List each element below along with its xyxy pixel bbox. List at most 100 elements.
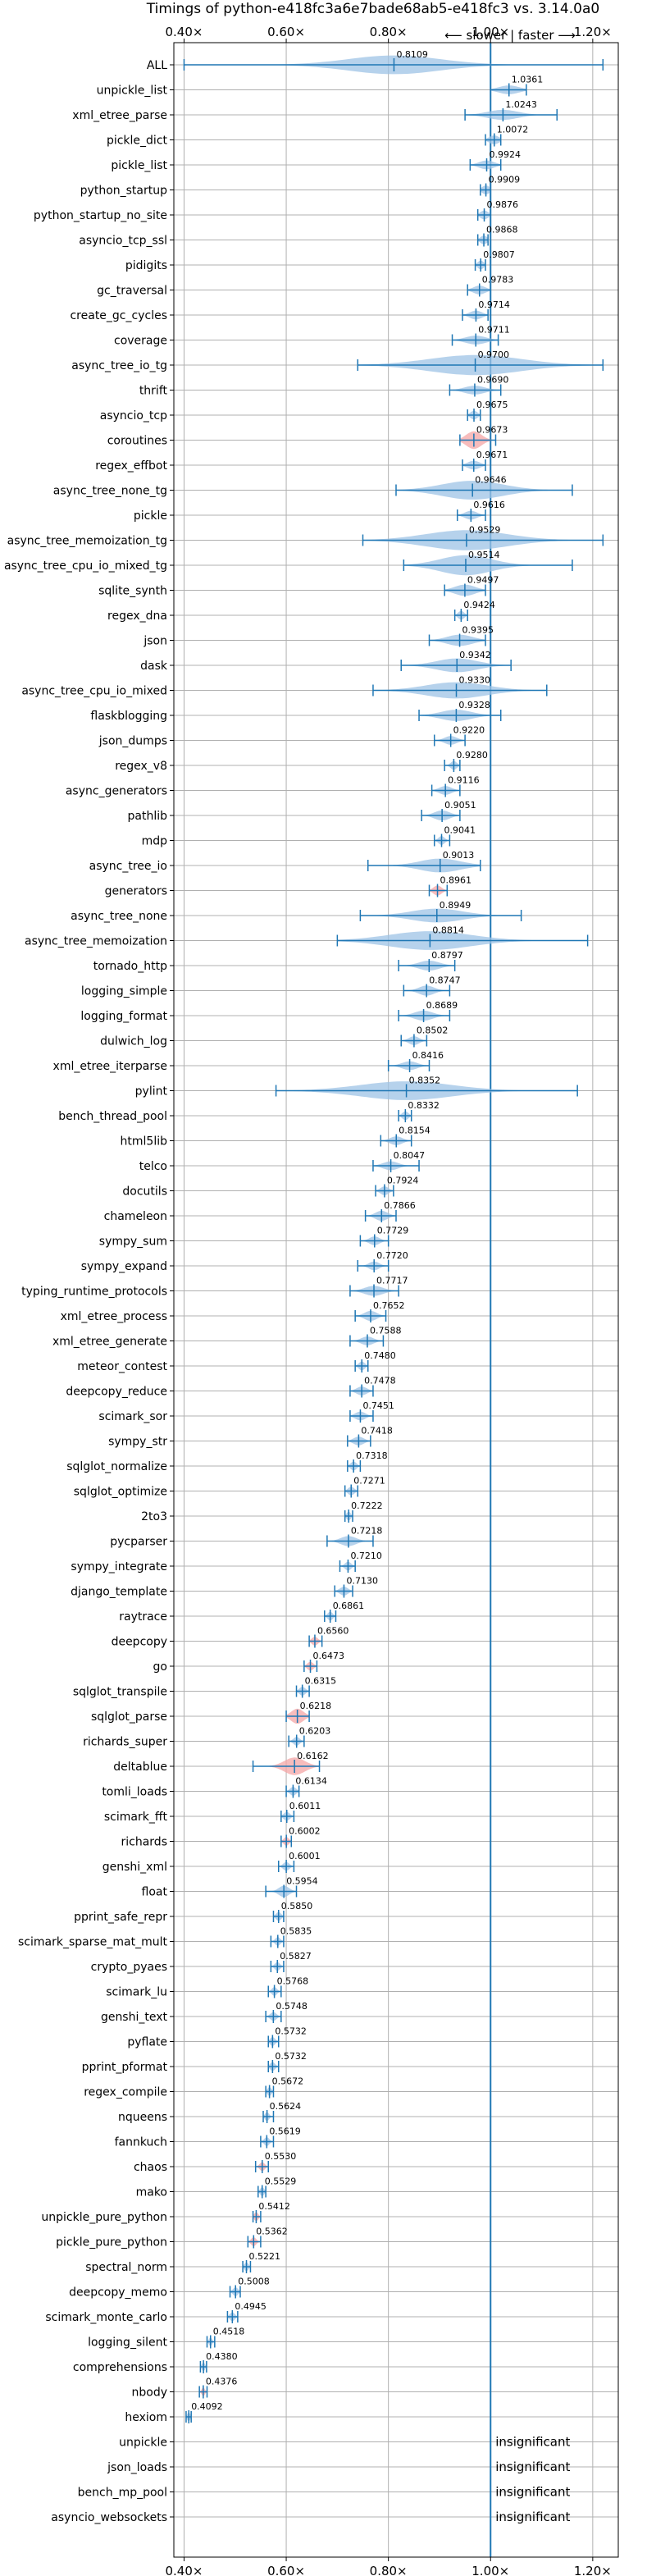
value-label: 0.5362	[256, 2227, 288, 2237]
benchmark-label: pycparser	[110, 1536, 167, 1549]
benchmark-label: logging_format	[80, 1010, 167, 1023]
benchmark-label: tornado_http	[93, 960, 167, 973]
value-label: 0.8416	[412, 1050, 444, 1061]
benchmark-label: hexiom	[125, 2411, 167, 2424]
benchmark-label: unpickle_list	[97, 84, 168, 98]
value-label: 0.6315	[305, 1676, 337, 1687]
benchmark-label: go	[153, 1660, 167, 1674]
value-label: 0.9220	[453, 725, 485, 736]
value-label: 0.5827	[280, 1951, 312, 1962]
benchmark-label: genshi_xml	[102, 1861, 167, 1874]
value-label: 0.7218	[351, 1526, 383, 1537]
benchmark-label: sqlite_synth	[98, 585, 167, 598]
value-label: 0.7222	[351, 1500, 383, 1511]
benchmark-label: pprint_pformat	[82, 2061, 168, 2074]
value-label: 0.9424	[463, 600, 495, 610]
benchmark-label: async_tree_memoization	[25, 935, 167, 948]
benchmark-label: 2to3	[141, 1510, 167, 1523]
benchmark-label: scimark_lu	[106, 1986, 167, 1999]
benchmark-label: json	[143, 635, 167, 648]
value-label: 0.8949	[440, 900, 472, 911]
value-label: 0.9330	[459, 675, 491, 686]
x-tick-label-bottom: 0.60×	[267, 2564, 305, 2576]
benchmark-label: scimark_fft	[104, 1811, 168, 1824]
value-label: 0.7451	[362, 1400, 394, 1411]
value-label: 0.9514	[468, 550, 500, 560]
benchmark-label: xml_etree_generate	[52, 1336, 167, 1349]
benchmark-label: float	[142, 1886, 168, 1899]
benchmark-label: regex_v8	[115, 760, 167, 773]
value-label: 0.9700	[478, 349, 510, 360]
value-label: 0.5768	[277, 1976, 309, 1987]
value-label: 0.8814	[432, 925, 464, 936]
value-label: 0.7729	[377, 1226, 409, 1236]
value-label: 0.9497	[467, 575, 499, 586]
benchmark-label: sqlglot_transpile	[73, 1686, 167, 1699]
value-label: 0.8797	[431, 950, 463, 961]
benchmark-label: sympy_expand	[81, 1260, 167, 1273]
benchmark-label: asyncio_websockets	[51, 2511, 167, 2524]
value-label: 0.7717	[376, 1276, 408, 1286]
benchmark-label: dask	[140, 660, 168, 673]
benchmark-label: scimark_sor	[98, 1410, 167, 1423]
benchmark-label: spectral_norm	[85, 2261, 167, 2274]
benchmark-label: nqueens	[118, 2111, 167, 2124]
chart-title: Timings of python-e418fc3a6e7bade68ab5-e…	[146, 1, 599, 17]
value-label: 0.4092	[191, 2401, 223, 2412]
value-label: 0.5732	[275, 2051, 307, 2062]
value-label: 0.9051	[444, 800, 476, 811]
benchmark-label: richards_super	[83, 1736, 167, 1749]
x-tick-label-top: 0.60×	[267, 25, 305, 39]
x-tick-label-bottom: 0.40×	[165, 2564, 203, 2576]
benchmark-label: async_tree_io	[89, 860, 167, 873]
benchmark-label: asyncio_tcp_ssl	[79, 235, 167, 248]
violin-layer	[183, 43, 604, 2557]
benchmark-label: unpickle_pure_python	[41, 2211, 167, 2224]
value-label: 0.6473	[313, 1651, 345, 1661]
benchmark-label: xml_etree_parse	[72, 109, 167, 122]
value-label: 0.9529	[469, 525, 501, 536]
value-label: 0.9807	[483, 249, 515, 260]
value-label: 0.8109	[396, 49, 428, 60]
benchmark-label: async_tree_cpu_io_mixed	[21, 685, 167, 698]
value-label: 0.5624	[270, 2101, 302, 2112]
benchmark-label: create_gc_cycles	[70, 309, 167, 322]
benchmark-label: sympy_str	[108, 1436, 167, 1449]
benchmark-label: telco	[139, 1160, 167, 1173]
benchmark-label: regex_dna	[107, 610, 167, 623]
benchmark-label: regex_effbot	[95, 459, 167, 473]
benchmark-label: deltablue	[113, 1761, 167, 1774]
value-label: 0.9909	[489, 175, 521, 185]
value-label: 0.9783	[482, 275, 514, 285]
benchmark-label: async_tree_none_tg	[53, 485, 167, 498]
benchmark-label: sqlglot_optimize	[74, 1486, 167, 1499]
benchmark-label: scimark_sparse_mat_mult	[18, 1936, 167, 1949]
benchmark-label: generators	[105, 885, 167, 898]
benchmark-label: genshi_text	[101, 2011, 168, 2024]
value-label: 0.9673	[476, 425, 508, 436]
value-label: 0.9616	[473, 500, 505, 510]
value-label: 1.0361	[512, 75, 544, 85]
x-tick-label-bottom: 1.20×	[574, 2564, 612, 2576]
value-label: 0.5529	[265, 2176, 297, 2187]
value-label: 0.8352	[409, 1076, 440, 1086]
benchmark-label: logging_silent	[88, 2336, 167, 2350]
benchmark-label: comprehensions	[73, 2361, 167, 2374]
benchmark-label: xml_etree_iterparse	[53, 1060, 167, 1073]
value-label: 0.9868	[486, 225, 518, 235]
value-label: 0.9924	[490, 149, 522, 160]
x-tick-label-bottom: 1.00×	[472, 2564, 509, 2576]
benchmark-label: coroutines	[107, 435, 167, 448]
benchmark-label: async_tree_io_tg	[71, 359, 167, 372]
value-label: 0.6560	[317, 1626, 349, 1637]
value-label: 0.6001	[289, 1851, 321, 1861]
value-label: 0.5748	[276, 2001, 308, 2012]
benchmark-label: sympy_sum	[99, 1235, 167, 1249]
benchmark-label: bench_mp_pool	[78, 2487, 167, 2500]
value-label: 0.5412	[258, 2201, 290, 2212]
value-label: 1.0072	[497, 125, 529, 135]
x-tick-label-top: 0.80×	[370, 25, 408, 39]
x-tick-label-top: 1.00×	[472, 25, 509, 39]
